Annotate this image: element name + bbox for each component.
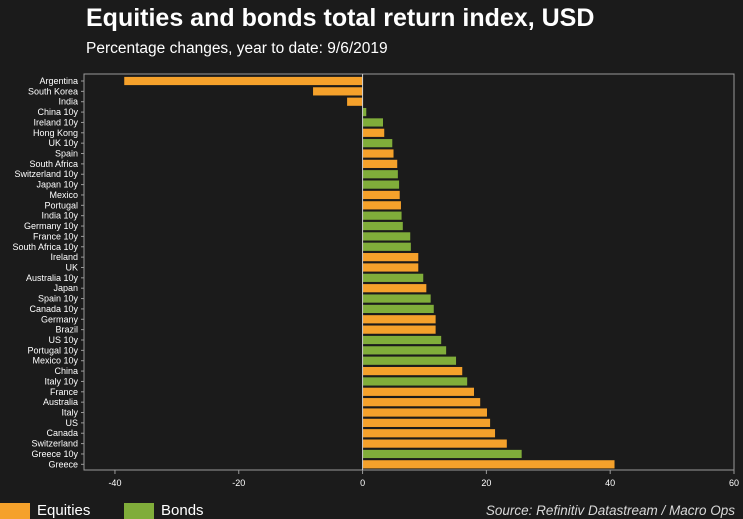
- bar: [362, 304, 434, 314]
- bar: [362, 170, 398, 179]
- bar: [362, 139, 393, 148]
- bar: [362, 418, 491, 427]
- plot-frame: [83, 73, 735, 471]
- bar: [362, 221, 403, 231]
- bar: [362, 128, 385, 137]
- category-label: Italy 10y: [44, 376, 78, 386]
- category-label: US 10y: [48, 335, 78, 345]
- category-label: France 10y: [33, 231, 79, 241]
- legend-label-equities: Equities: [37, 502, 91, 519]
- bar: [362, 118, 383, 127]
- bar: [362, 429, 496, 438]
- x-tick-label: 40: [605, 478, 615, 488]
- category-label: Canada: [46, 428, 78, 438]
- category-label: South Korea: [28, 86, 78, 96]
- bar: [362, 387, 474, 396]
- category-label: Greece: [48, 459, 78, 469]
- category-label: Italy: [61, 408, 78, 418]
- bar: [362, 356, 457, 365]
- category-label: South Africa: [29, 159, 78, 169]
- bar: [362, 273, 424, 282]
- category-label: France: [50, 387, 78, 397]
- category-label: Japan 10y: [36, 180, 78, 190]
- bar: [362, 325, 436, 334]
- category-label: India 10y: [41, 211, 78, 221]
- bar: [362, 377, 468, 386]
- category-label: Greece 10y: [31, 449, 78, 459]
- x-tick-label: 0: [360, 478, 365, 488]
- category-label: Spain 10y: [38, 294, 79, 304]
- category-label: Australia: [43, 397, 78, 407]
- bar: [362, 263, 419, 272]
- legend-swatch-equities: [0, 502, 30, 519]
- bar: [362, 107, 367, 117]
- legend-label-bonds: Bonds: [161, 502, 204, 519]
- legend-item-equities: Equities: [0, 502, 90, 519]
- category-label: Japan: [53, 283, 78, 293]
- category-label: Portugal: [44, 200, 78, 210]
- x-tick-label: -20: [232, 478, 245, 488]
- category-label: China: [54, 366, 78, 376]
- bar: [347, 97, 363, 106]
- bar: [362, 211, 402, 220]
- bar: [313, 87, 363, 96]
- x-tick-label: 60: [729, 478, 739, 488]
- bar: [362, 294, 431, 303]
- category-label: US: [65, 418, 78, 428]
- bar: [362, 180, 400, 189]
- bar: [362, 242, 411, 251]
- bar: [124, 76, 363, 86]
- legend-item-bonds: Bonds: [124, 502, 204, 519]
- category-label: Ireland: [50, 252, 78, 262]
- bar: [362, 366, 463, 376]
- bar: [362, 439, 507, 448]
- category-label: Brazil: [55, 325, 78, 335]
- bar: [362, 253, 419, 262]
- category-label: Portugal 10y: [27, 345, 78, 355]
- category-label: UK: [65, 262, 78, 272]
- bar: [362, 335, 442, 345]
- category-label: Switzerland 10y: [14, 169, 78, 179]
- category-label: Germany 10y: [24, 221, 79, 231]
- legend-swatch-bonds: [124, 502, 154, 519]
- bar: [362, 190, 400, 200]
- chart-title: Equities and bonds total return index, U…: [86, 4, 595, 32]
- bar: [362, 460, 615, 469]
- category-label: Hong Kong: [33, 128, 78, 138]
- category-label: Germany: [41, 314, 79, 324]
- category-label: Mexico: [49, 190, 78, 200]
- bar: [362, 159, 398, 168]
- category-label: Argentina: [39, 76, 78, 86]
- bar: [362, 315, 436, 324]
- bar: [362, 149, 394, 158]
- x-tick-label: -40: [108, 478, 121, 488]
- category-label: Australia 10y: [26, 273, 79, 283]
- category-label: Spain: [55, 149, 78, 159]
- chart-subtitle: Percentage changes, year to date: 9/6/20…: [86, 40, 388, 57]
- bar: [362, 201, 401, 210]
- bar: [362, 449, 522, 459]
- category-label: UK 10y: [48, 138, 78, 148]
- category-label: South Africa 10y: [12, 242, 78, 252]
- bar: [362, 408, 487, 417]
- category-label: Switzerland: [31, 439, 78, 449]
- x-tick-label: 20: [481, 478, 491, 488]
- bar: [362, 398, 481, 407]
- category-label: Canada 10y: [29, 304, 78, 314]
- bar: [362, 346, 447, 355]
- category-label: China 10y: [37, 107, 78, 117]
- category-label: India: [58, 97, 78, 107]
- category-label: Ireland 10y: [33, 117, 78, 127]
- category-label: Mexico 10y: [32, 356, 78, 366]
- bar: [362, 284, 427, 293]
- bar: [362, 232, 411, 241]
- source-note: Source: Refinitiv Datastream / Macro Ops: [485, 503, 735, 518]
